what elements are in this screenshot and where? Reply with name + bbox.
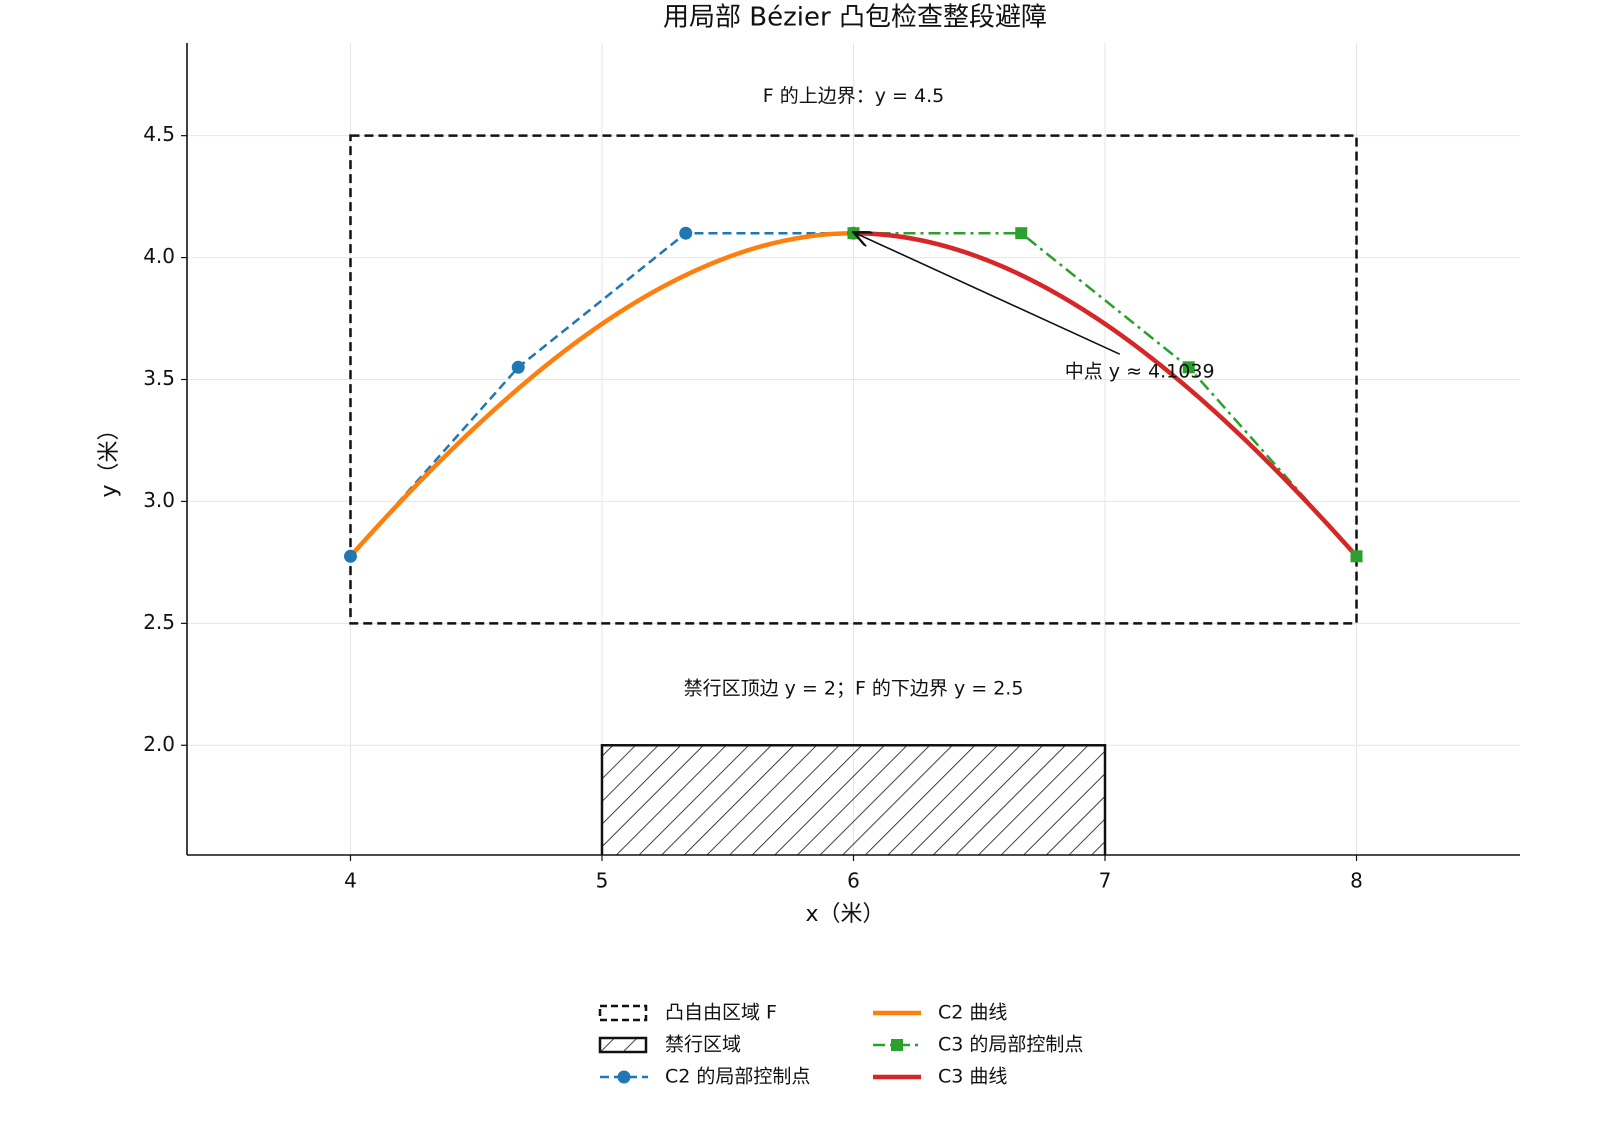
control-point xyxy=(343,549,357,563)
y-tick-label: 4.0 xyxy=(143,244,175,268)
legend-swatch xyxy=(598,1004,648,1022)
x-tick-label: 4 xyxy=(344,869,357,893)
legend-swatch xyxy=(598,1036,648,1054)
region xyxy=(600,744,1107,855)
legend-marker xyxy=(617,1070,631,1084)
legend-label: C2 曲线 xyxy=(938,1002,1007,1024)
x-tick-label: 5 xyxy=(596,869,609,893)
bezier-curve xyxy=(853,230,1359,558)
annotation: 禁行区顶边 y = 2；F 的下边界 y = 2.5 xyxy=(684,678,1024,700)
y-tick-label: 2.0 xyxy=(143,732,175,756)
x-axis-label: x（米） xyxy=(805,902,884,927)
x-tick-label: 8 xyxy=(1350,869,1363,893)
control-polygon xyxy=(349,231,854,558)
control-point xyxy=(511,360,525,374)
chart-title: 用局部 Bézier 凸包检查整段避障 xyxy=(663,3,1047,33)
legend-label: 禁行区域 xyxy=(665,1034,741,1056)
control-point xyxy=(1015,227,1028,240)
annotation: 中点 y ≈ 4.1039 xyxy=(1065,361,1215,383)
legend-label: 凸自由区域 F xyxy=(665,1002,777,1024)
legend-label: C3 曲线 xyxy=(938,1066,1007,1088)
annotation-arrow xyxy=(854,232,1121,355)
annotation: F 的上边界：y = 4.5 xyxy=(763,85,944,107)
legend-marker xyxy=(891,1039,903,1051)
x-tick-label: 6 xyxy=(847,869,860,893)
plot-area xyxy=(343,134,1363,855)
x-tick-label: 7 xyxy=(1099,869,1112,893)
control-point xyxy=(679,226,693,240)
bezier-curve xyxy=(348,230,854,558)
control-point xyxy=(1182,361,1195,374)
y-tick-label: 3.0 xyxy=(143,488,175,512)
y-tick-label: 2.5 xyxy=(143,610,175,634)
legend-label: C2 的局部控制点 xyxy=(665,1066,810,1088)
control-polygon xyxy=(853,231,1358,558)
legend-label: C3 的局部控制点 xyxy=(938,1034,1083,1056)
region xyxy=(349,134,1358,625)
y-axis-label: y（米） xyxy=(97,418,122,497)
y-tick-label: 3.5 xyxy=(143,366,175,390)
control-point xyxy=(847,227,860,240)
y-tick-label: 4.5 xyxy=(143,122,175,146)
control-point xyxy=(1350,550,1363,563)
